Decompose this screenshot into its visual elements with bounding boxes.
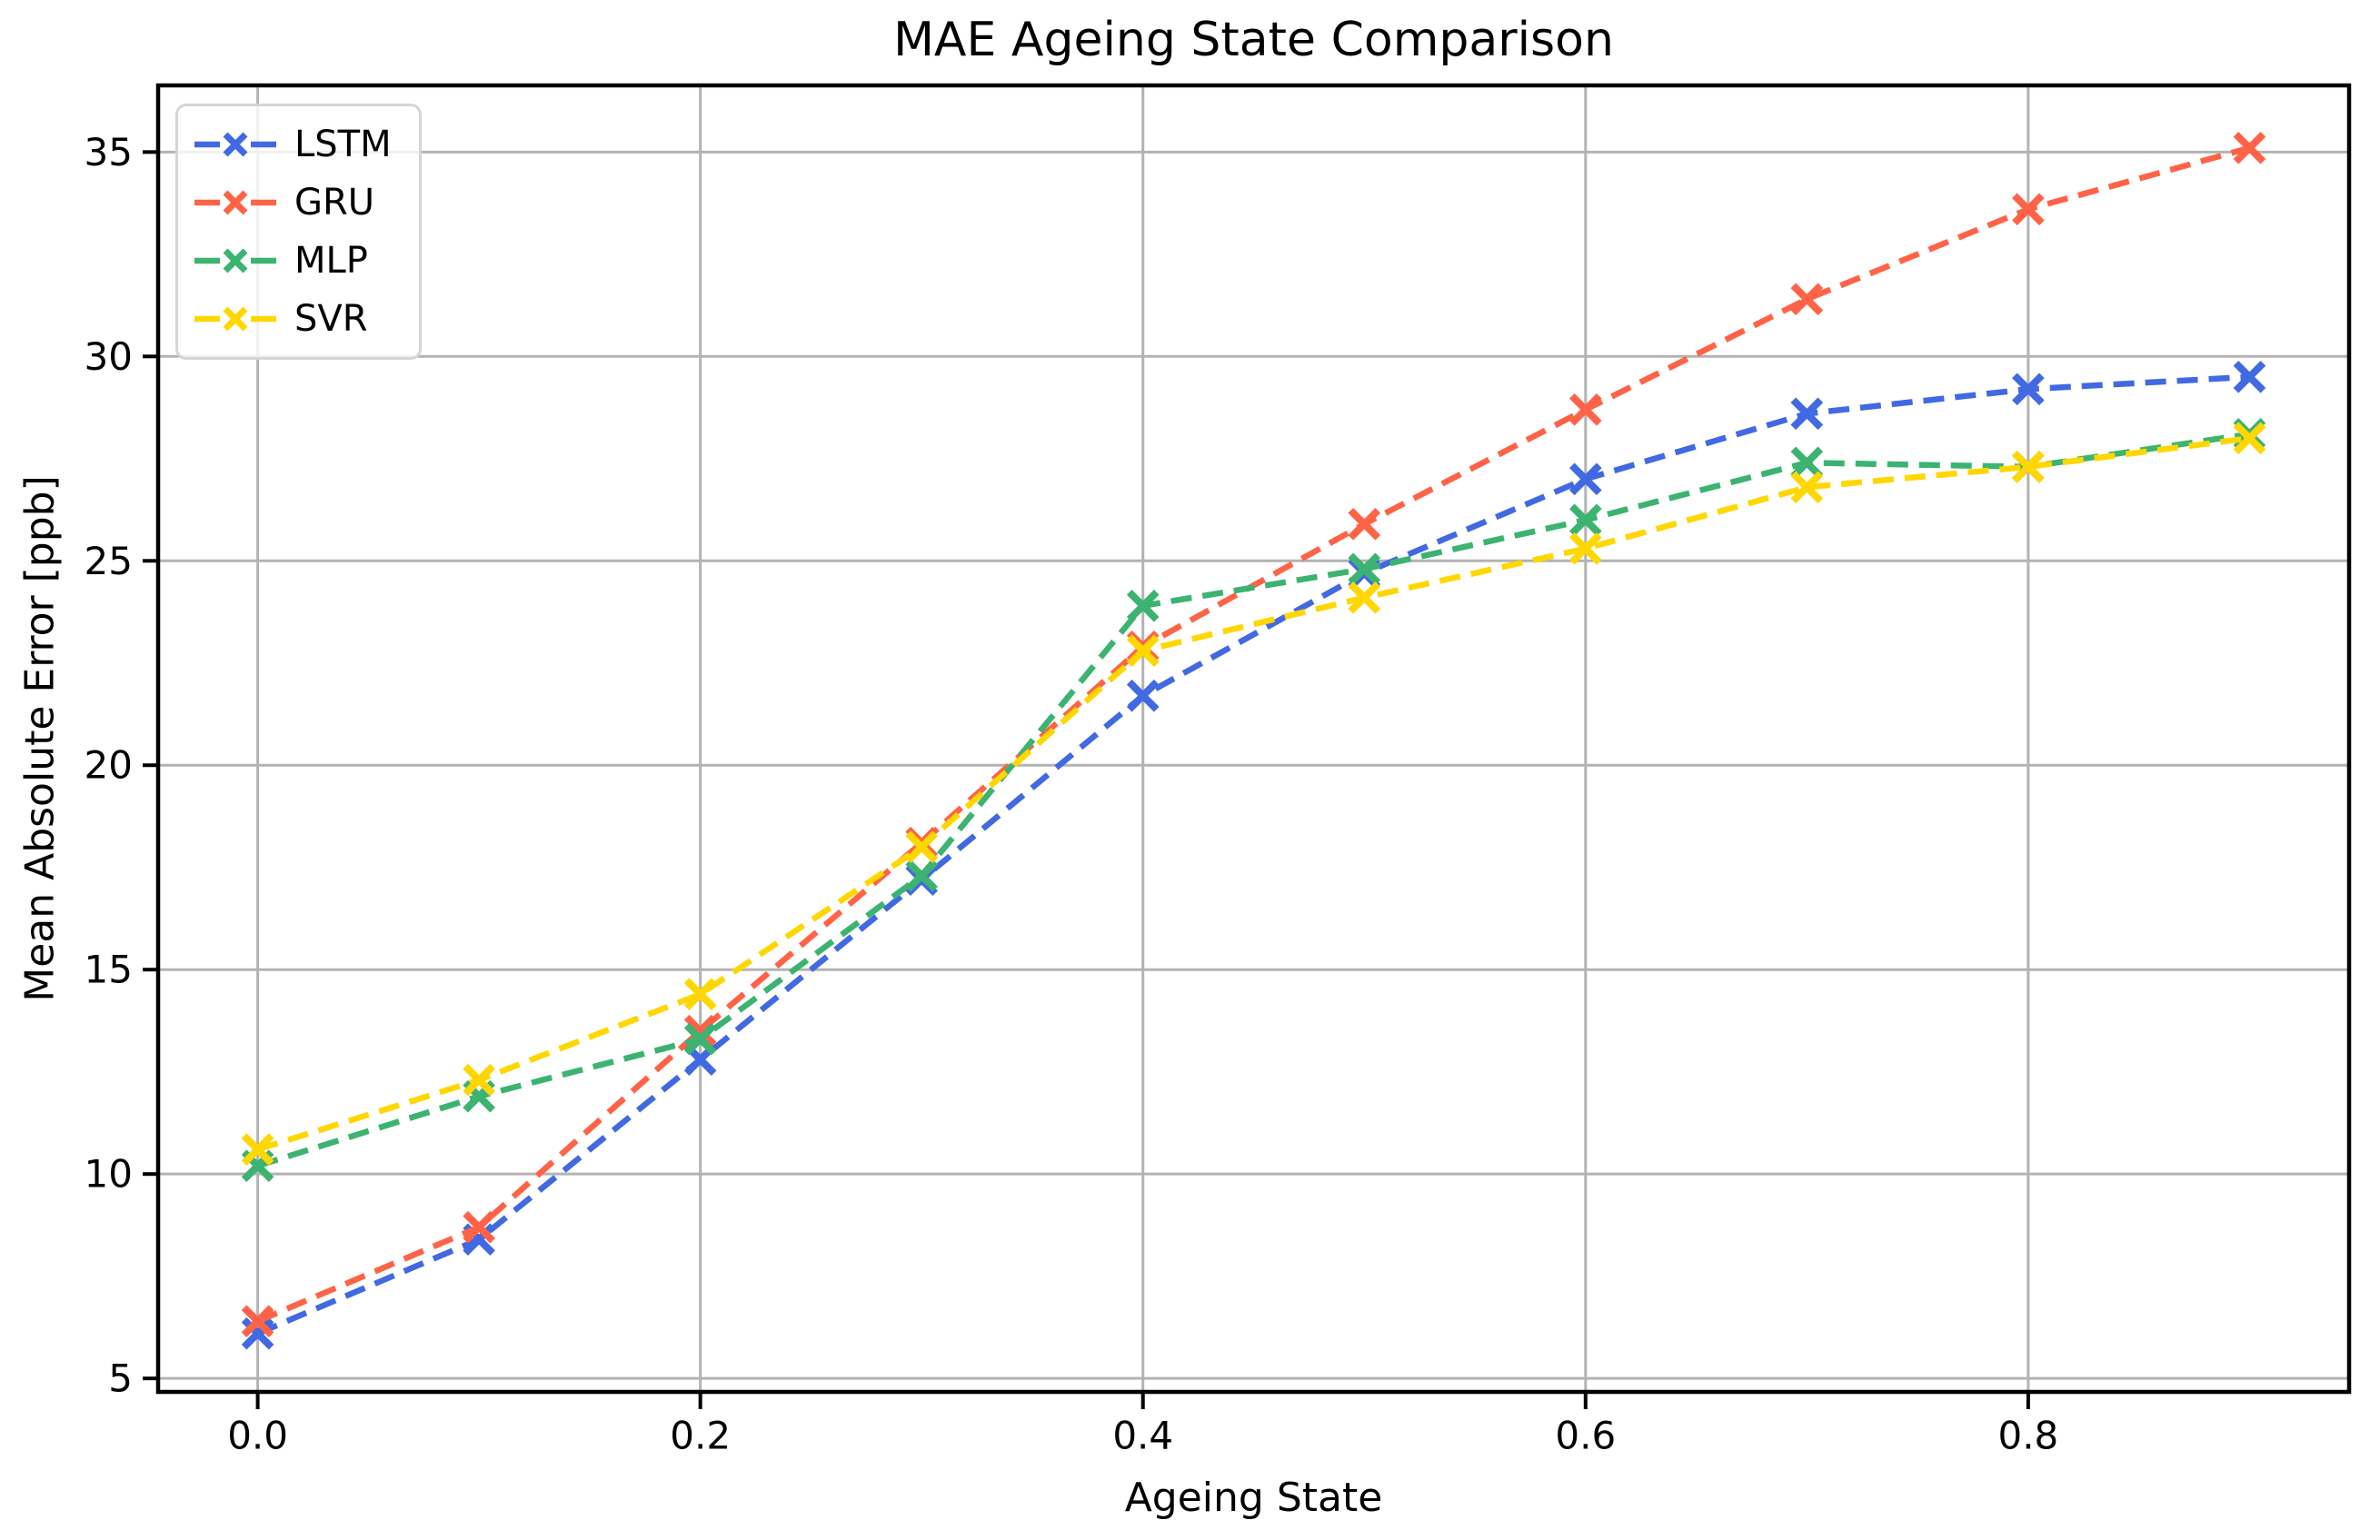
series-line-svr — [256, 435, 2250, 1153]
marker-x — [241, 1316, 274, 1350]
x-tick-label: 0.4 — [1112, 1414, 1173, 1458]
marker-x — [2233, 422, 2266, 455]
marker-x — [1568, 392, 1602, 426]
legend: LSTM GRU MLP SVR — [175, 104, 422, 360]
y-axis-label: Mean Absolute Error [ppb] — [16, 475, 64, 1002]
marker-x — [1568, 503, 1602, 537]
series-line-gru — [256, 144, 2251, 1325]
marker-x — [683, 978, 717, 1011]
marker-x — [1790, 283, 1824, 316]
marker-x — [2233, 360, 2266, 393]
marker-x — [1568, 462, 1602, 496]
marker-x — [1790, 446, 1824, 480]
x-tick-label: 0.8 — [1997, 1414, 2058, 1458]
marker-x — [905, 830, 939, 864]
y-tick-label: 25 — [85, 539, 133, 583]
plot-border — [155, 83, 2352, 1395]
chart-title: MAE Ageing State Comparison — [893, 13, 1614, 67]
tick-labels: 0.0 0.2 0.4 0.6 0.8 5 10 15 20 25 30 35 — [85, 130, 2059, 1458]
legend-label: GRU — [294, 182, 375, 224]
marker-x — [463, 1223, 495, 1257]
legend-item-lstm: LSTM — [193, 115, 392, 174]
series-markers-mlp — [241, 417, 2266, 1183]
marker-x — [2012, 450, 2045, 483]
x-tick-label: 0.0 — [227, 1414, 288, 1458]
series-markers-svr — [241, 422, 2266, 1167]
series-gru — [241, 132, 2266, 1337]
series-line-mlp — [256, 431, 2250, 1169]
marker-x — [1348, 552, 1381, 586]
marker-x — [1568, 532, 1602, 565]
marker-x — [241, 1305, 274, 1337]
marker-x — [1348, 507, 1381, 541]
marker-x — [2012, 373, 2045, 406]
legend-line-sample — [194, 132, 276, 157]
marker-x — [463, 1210, 495, 1244]
marker-x — [2233, 132, 2266, 164]
marker-x — [241, 1133, 274, 1167]
legend-line-sample — [194, 190, 276, 215]
marker-x — [1126, 589, 1160, 622]
marker-x — [1126, 634, 1160, 668]
y-tick-label: 15 — [85, 948, 133, 992]
x-tick-label: 0.6 — [1555, 1414, 1616, 1458]
series-markers-gru — [241, 132, 2266, 1337]
y-tick-label: 35 — [85, 130, 133, 174]
series-mlp — [241, 417, 2266, 1183]
marker-x — [1790, 397, 1824, 431]
marker-x — [1348, 581, 1381, 614]
legend-label: LSTM — [294, 124, 392, 165]
marker-x — [2012, 193, 2045, 226]
series-line-lstm — [256, 373, 2250, 1336]
series-svr — [241, 422, 2266, 1167]
x-tick-label: 0.2 — [670, 1414, 731, 1458]
marker-x — [1126, 679, 1160, 712]
y-tick-label: 30 — [85, 334, 133, 379]
legend-item-gru: GRU — [193, 174, 392, 232]
x-axis-label: Ageing State — [1124, 1475, 1383, 1521]
gridlines — [158, 85, 2349, 1392]
marker-x — [683, 1022, 717, 1056]
legend-label: SVR — [294, 298, 368, 340]
marker-x — [463, 1063, 495, 1097]
legend-line-sample — [194, 306, 276, 332]
y-tick-label: 5 — [108, 1356, 133, 1401]
legend-line-sample — [194, 248, 276, 273]
marker-x — [1790, 471, 1824, 504]
marker-x — [905, 859, 939, 892]
y-tick-label: 10 — [85, 1152, 133, 1197]
legend-item-mlp: MLP — [193, 232, 392, 290]
series-lstm — [241, 360, 2266, 1350]
legend-label: MLP — [294, 240, 368, 282]
y-tick-label: 20 — [85, 743, 133, 788]
series-markers-lstm — [241, 360, 2266, 1350]
ticks — [143, 150, 2030, 1409]
legend-item-svr: SVR — [193, 290, 392, 348]
